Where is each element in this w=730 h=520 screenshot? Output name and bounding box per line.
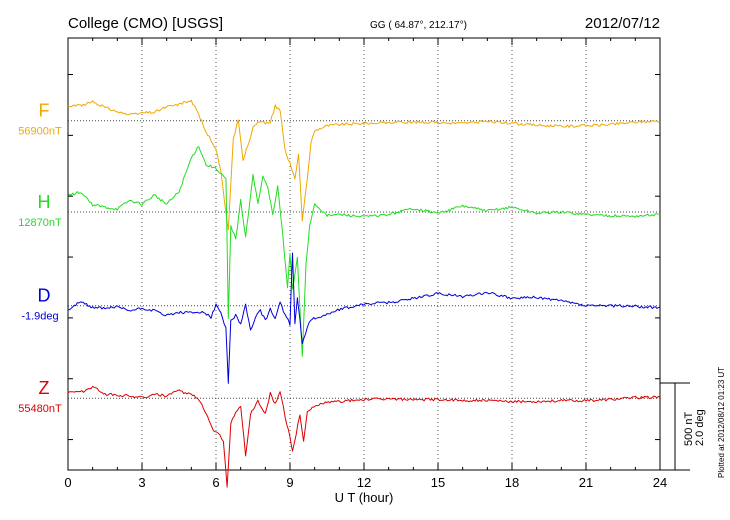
plotted-note: Plotted at 2012/08/12 01:23 UT (717, 367, 726, 478)
baseline-value-F: 56900nT (18, 126, 62, 138)
baseline-value-D: -1.9deg (21, 311, 58, 323)
series-F-line (67, 99, 661, 231)
series-group (67, 99, 661, 488)
channel-label-Z: Z (39, 378, 50, 398)
scale-deg-label: 2.0 deg (694, 409, 706, 446)
x-tick-label: 18 (505, 475, 519, 490)
channel-label-D: D (38, 286, 51, 306)
x-tick-label: 15 (431, 475, 445, 490)
x-tick-label: 9 (286, 475, 293, 490)
station-coordinates: GG ( 64.87°, 212.17°) (370, 20, 467, 31)
x-axis-label: U T (hour) (335, 490, 394, 505)
scale-nt-label: 500 nT (683, 411, 695, 446)
chart-date: 2012/07/12 (585, 15, 660, 32)
baseline-value-Z: 55480nT (18, 403, 62, 415)
axis-ticks: 0 3 6 9 12 15 18 21 24 (64, 38, 667, 490)
x-tick-label: 12 (357, 475, 371, 490)
series-H-line (67, 146, 661, 357)
chart-title: College (CMO) [USGS] (68, 15, 223, 32)
x-tick-label: 3 (138, 475, 145, 490)
series-Z-line (67, 385, 661, 488)
grid-lines (141, 38, 587, 470)
channel-labels: F 56900nT H 12870nT D -1.9deg Z 55480nT (18, 101, 62, 415)
x-tick-label: 24 (653, 475, 667, 490)
scale-bar (660, 382, 690, 471)
series-D-line (67, 252, 660, 384)
baseline-value-H: 12870nT (18, 217, 62, 229)
channel-label-H: H (38, 192, 51, 212)
channel-label-F: F (39, 101, 50, 121)
x-tick-label: 21 (579, 475, 593, 490)
x-tick-label: 0 (64, 475, 71, 490)
x-tick-label: 6 (212, 475, 219, 490)
